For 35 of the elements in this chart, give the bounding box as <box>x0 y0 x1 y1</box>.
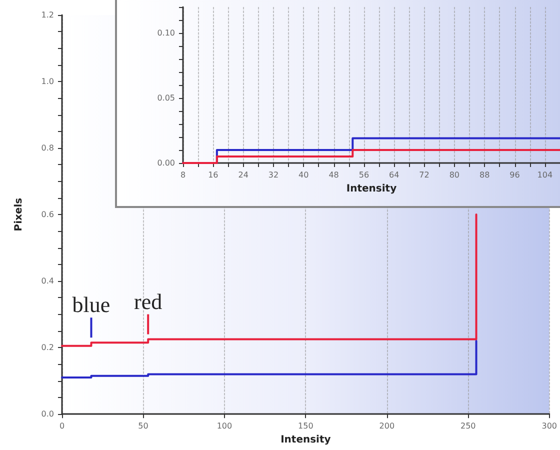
y-tick-label: 0.4 <box>41 276 54 286</box>
x-tick-label: 96 <box>510 170 520 180</box>
y-axis-title: Pixels <box>14 198 24 232</box>
y-tick-label: 0.8 <box>41 144 54 153</box>
y-tick-label: 1.2 <box>41 10 54 20</box>
x-tick-label: 80 <box>449 170 460 180</box>
y-tick-label: 0.05 <box>157 94 175 102</box>
x-tick-label: 72 <box>419 170 430 180</box>
x-tick-label: 150 <box>298 422 314 431</box>
y-tick-label: 0.10 <box>157 28 175 38</box>
annotation: blue <box>72 292 110 318</box>
x-tick-label: 40 <box>298 170 309 180</box>
x-tick-label: 300 <box>542 422 558 431</box>
x-tick-label: 64 <box>389 170 400 180</box>
x-tick-label: 104 <box>537 170 553 180</box>
y-tick-label: 1.0 <box>41 77 54 86</box>
y-tick-label: 0.6 <box>41 210 54 220</box>
y-tick-label: 0.2 <box>41 343 54 352</box>
x-tick-label: 88 <box>480 170 490 180</box>
x-tick-label: 50 <box>138 422 148 431</box>
y-tick-label: 0.00 <box>157 158 175 168</box>
x-tick-label: 16 <box>208 170 218 180</box>
x-axis-title: Intensity <box>280 434 332 446</box>
x-tick-label: 56 <box>358 170 370 180</box>
y-tick-label: 0.0 <box>41 410 54 419</box>
x-tick-label: 48 <box>328 170 339 180</box>
x-tick-label: 8 <box>180 170 186 180</box>
x-tick-label: 100 <box>216 422 232 431</box>
x-tick-label: 250 <box>460 422 476 431</box>
x-tick-label: 0 <box>59 422 65 431</box>
annotation: red <box>134 288 162 314</box>
x-axis-title: Intensity <box>346 183 398 194</box>
x-tick-label: 24 <box>238 170 248 180</box>
x-tick-label: 32 <box>268 170 279 180</box>
x-tick-label: 200 <box>379 422 395 431</box>
